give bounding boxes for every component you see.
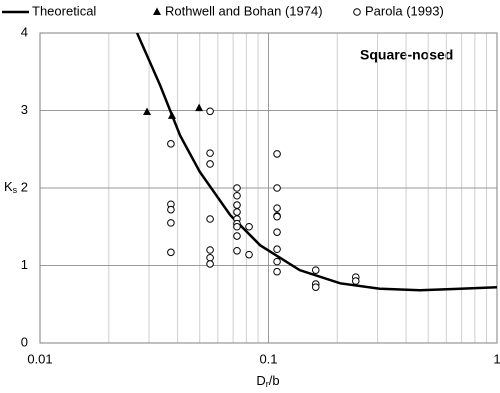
x-label-main: D [256, 373, 265, 388]
plot-frame [39, 32, 498, 344]
circle-marker [206, 149, 214, 157]
x-label-rest: /b [269, 373, 280, 388]
circle-marker [167, 205, 175, 214]
circle-marker [311, 283, 320, 292]
y-label-sub: s [13, 185, 18, 195]
legend-label: Parola (1993) [365, 3, 444, 18]
circle-marker [206, 160, 214, 168]
circle-marker [273, 184, 281, 192]
circle-marker [273, 212, 281, 221]
circle-marker [351, 277, 360, 285]
circle-marker [273, 267, 281, 276]
legend-label: Theoretical [32, 3, 96, 18]
y-tick-label: 3 [21, 102, 28, 117]
circle-marker [206, 215, 214, 223]
circle-marker [167, 219, 175, 227]
circle-marker [206, 260, 214, 268]
legend-label: Rothwell and Bohan (1974) [165, 3, 323, 18]
circle-marker [233, 232, 241, 240]
y-tick-label: 0 [21, 334, 28, 349]
circle-marker [233, 201, 241, 209]
circle-marker [273, 228, 281, 236]
triangle-marker [143, 107, 152, 116]
circle-marker [353, 8, 361, 16]
circle-marker [233, 191, 241, 200]
circle-marker [245, 222, 253, 231]
y-tick-label: 1 [21, 257, 28, 272]
y-label-main: K [4, 179, 13, 194]
theoretical-curve [135, 33, 497, 292]
circle-marker [273, 257, 281, 266]
x-label-sub: r [266, 379, 269, 389]
circle-marker [311, 266, 320, 274]
circle-marker [245, 250, 253, 259]
circle-marker [273, 204, 281, 212]
circle-marker [206, 253, 214, 262]
y-tick-label: 4 [21, 24, 28, 39]
circle-marker [206, 246, 214, 254]
circle-marker [233, 208, 241, 216]
triangle-marker [167, 111, 176, 119]
y-tick-label: 2 [21, 179, 28, 194]
x-axis-label: Dr/b [256, 373, 279, 389]
x-tick-label: 0.1 [259, 351, 277, 366]
circle-marker [233, 246, 241, 255]
triangle-marker [195, 103, 204, 112]
circle-marker [206, 107, 214, 116]
circle-marker [233, 222, 241, 231]
circle-marker [273, 150, 281, 158]
y-axis-label: Ks [4, 179, 18, 195]
x-tick-label: 0.01 [27, 351, 52, 366]
circle-marker [273, 245, 281, 254]
circle-marker [233, 184, 241, 192]
triangle-marker [153, 7, 161, 15]
annotation: Square-nosed [360, 47, 453, 63]
x-tick-label: 1 [493, 351, 500, 366]
circle-marker [167, 140, 175, 148]
circle-marker [167, 248, 175, 257]
